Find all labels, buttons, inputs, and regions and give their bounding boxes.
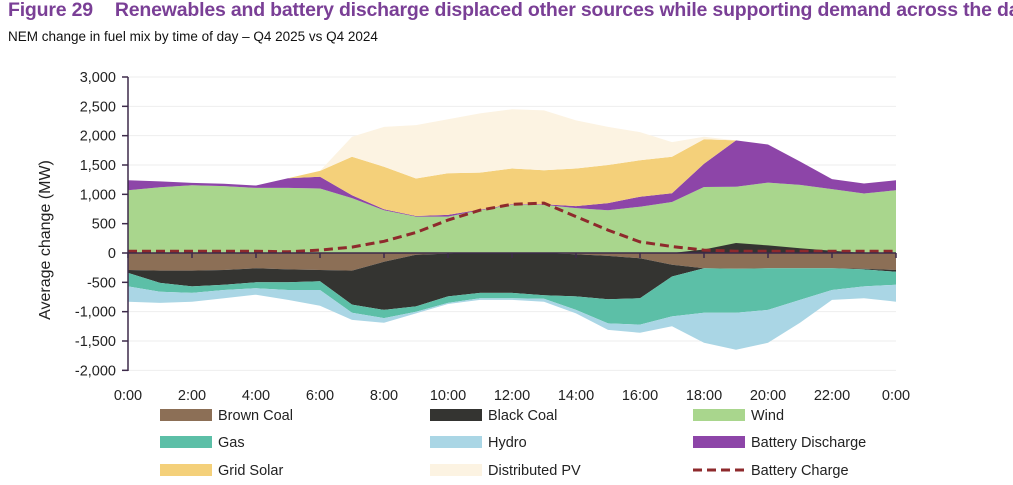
figure-number: Figure 29 [8,0,93,21]
x-tick-label: 8:00 [370,388,398,404]
x-tick-label: 12:00 [494,388,530,404]
y-tick-label: -500 [87,275,116,291]
x-tick-label: 18:00 [686,388,722,404]
y-axis-title: Average change (MW) [37,160,54,320]
y-tick-label: -1,000 [75,305,116,321]
legend-swatch [430,436,482,448]
x-tick-label: 0:00 [882,388,910,404]
area-battery-discharge-positive [128,140,896,217]
x-tick-label: 10:00 [430,388,466,404]
y-tick-label: 2,000 [80,129,116,145]
y-tick-label: 3,000 [80,70,116,86]
x-tick-label: 4:00 [242,388,270,404]
x-tick-label: 20:00 [750,388,786,404]
legend-item-gas: Gas [160,435,245,451]
area-hydro-negative [128,284,896,350]
x-tick-label: 22:00 [814,388,850,404]
y-tick-label: 1,500 [80,158,116,174]
line-battery-charge [128,201,896,254]
line-series [128,201,896,254]
legend-label: Black Coal [488,408,557,424]
y-tick-label: 0 [108,246,116,262]
legend-item-battery-discharge: Battery Discharge [693,435,866,451]
legend-item-battery-charge: Battery Charge [693,463,849,479]
legend-item-wind: Wind [693,408,784,424]
y-tick-label: 500 [92,217,116,233]
y-tick-label: 2,500 [80,99,116,115]
legend-label: Battery Charge [751,463,849,479]
legend-label: Grid Solar [218,463,283,479]
legend-label: Hydro [488,435,527,451]
legend-swatch [430,409,482,421]
legend-swatch [693,409,745,421]
legend-label: Gas [218,435,245,451]
y-tick-label: -2,000 [75,363,116,379]
x-tick-label: 0:00 [114,388,142,404]
area-distributed-pv-positive [128,109,896,186]
legend-label: Distributed PV [488,463,581,479]
area-series [128,109,896,350]
legend-item-brown-coal: Brown Coal [160,408,293,424]
legend-label: Battery Discharge [751,435,866,451]
legend-swatch [160,436,212,448]
area-grid-solar-positive [128,139,896,216]
legend-item-distributed-pv: Distributed PV [430,463,581,479]
area-black-coal-negative [128,253,896,310]
legend-swatch [160,409,212,421]
chart-subtitle: NEM change in fuel mix by time of day – … [8,29,378,44]
area-gas-negative [128,268,896,325]
legend-swatch [430,464,482,476]
legend-item-grid-solar: Grid Solar [160,463,283,479]
x-tick-label: 6:00 [306,388,334,404]
legend-label: Brown Coal [218,408,293,424]
legend-label: Wind [751,408,784,424]
x-tick-label: 14:00 [558,388,594,404]
legend-item-hydro: Hydro [430,435,527,451]
axes: 3,000 2,500 2,000 1,500 1,000 500 0 -500 -1,000 -… [75,70,910,404]
x-tick-label: 2:00 [178,388,206,404]
legend-swatch [693,436,745,448]
legend: Brown Coal Black Coal Wind Gas Hydro Battery … [160,408,866,479]
area-wind-positive [128,182,896,253]
x-tick-label: 16:00 [622,388,658,404]
y-tick-label: 1,000 [80,187,116,203]
figure-heading: Renewables and battery discharge displac… [114,0,1013,21]
figure-title: Figure 29 Renewables and battery discharg… [8,0,1013,22]
y-tick-label: -1,500 [75,334,116,350]
legend-item-black-coal: Black Coal [430,408,557,424]
legend-swatch [160,464,212,476]
